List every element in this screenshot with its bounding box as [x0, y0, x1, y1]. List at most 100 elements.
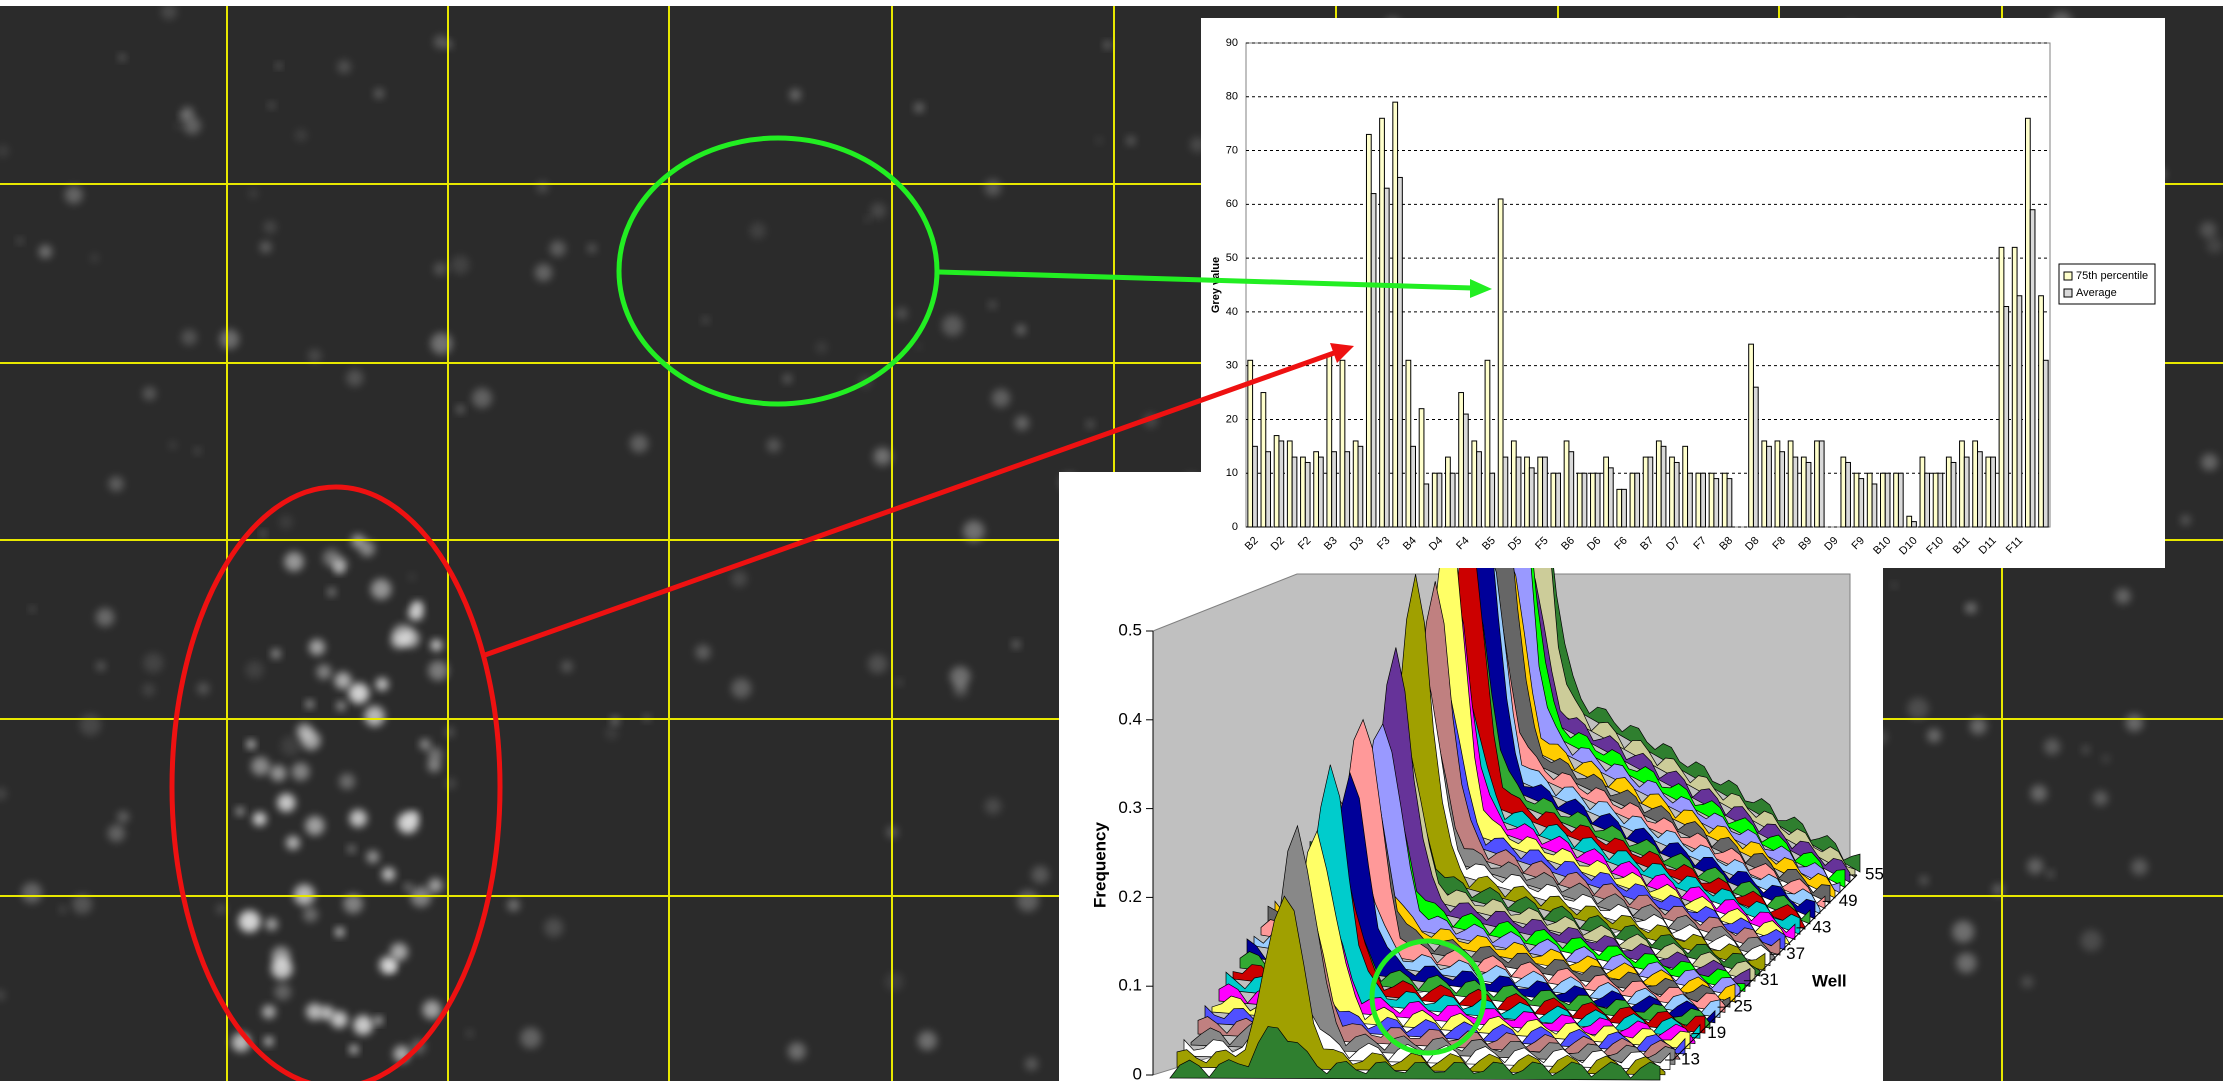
spot	[268, 102, 275, 109]
spot	[1012, 640, 1020, 648]
bar	[1894, 473, 1899, 527]
bar	[1767, 446, 1772, 527]
bar	[1819, 441, 1824, 527]
figure: Frequency Well 00.10.20.30.40.5131925313…	[0, 0, 2223, 1081]
bar	[1485, 360, 1490, 527]
y-tick-label: 90	[1226, 37, 1238, 49]
bar	[1538, 457, 1543, 527]
bar	[1551, 473, 1556, 527]
spot	[216, 904, 226, 914]
page: {"chart_data": [ {"type": "bar", "ylabel…	[0, 0, 2223, 1081]
bar	[1670, 457, 1675, 527]
spot	[2180, 515, 2190, 525]
bar	[1582, 473, 1587, 527]
bar	[1490, 473, 1495, 527]
bar	[1305, 462, 1310, 527]
spot	[272, 947, 291, 966]
bar	[1806, 462, 1811, 527]
bar	[1266, 452, 1271, 527]
bar	[1648, 457, 1653, 527]
bar	[1656, 441, 1661, 527]
z-tick-label: 37	[1786, 944, 1805, 963]
bar	[1529, 468, 1534, 527]
spot	[22, 883, 43, 904]
bar	[1854, 473, 1859, 527]
spot	[431, 639, 443, 651]
bar	[1727, 479, 1732, 527]
spot	[950, 666, 970, 686]
bar	[1714, 479, 1719, 527]
spot	[2081, 930, 2102, 951]
spot	[371, 579, 391, 599]
spot	[1017, 890, 1039, 912]
bar	[1314, 452, 1319, 527]
bar	[2012, 247, 2017, 527]
bar	[1753, 387, 1758, 527]
bar	[1793, 457, 1798, 527]
bar	[1446, 457, 1451, 527]
spot	[428, 878, 442, 892]
spot	[392, 624, 413, 645]
bar	[1261, 393, 1266, 527]
spot	[1965, 604, 1974, 613]
spot	[2044, 739, 2060, 755]
spot	[337, 60, 351, 74]
bar	[1327, 355, 1332, 527]
spot	[963, 520, 984, 541]
spot	[169, 441, 177, 449]
spot	[374, 88, 384, 98]
bar	[1292, 457, 1297, 527]
spot	[274, 983, 291, 1000]
spot	[428, 661, 448, 681]
spot	[334, 672, 351, 689]
spot	[537, 181, 549, 193]
spot	[335, 927, 345, 937]
spot	[117, 811, 129, 823]
spot	[431, 333, 453, 355]
bar	[1920, 457, 1925, 527]
spot	[788, 1042, 806, 1060]
bar	[2017, 296, 2022, 527]
spot	[142, 683, 155, 696]
spot	[284, 552, 303, 571]
spot	[2102, 754, 2111, 763]
spot	[561, 661, 573, 673]
spot	[39, 245, 52, 258]
bar	[1630, 473, 1635, 527]
bar	[1885, 473, 1890, 527]
spot	[305, 816, 324, 835]
bar	[1815, 441, 1820, 527]
y-tick-label: 80	[1226, 91, 1238, 103]
bar	[1287, 441, 1292, 527]
y-tick-label: 20	[1226, 413, 1238, 425]
spot	[351, 534, 365, 548]
spot	[434, 262, 447, 275]
bar	[1762, 441, 1767, 527]
spot	[605, 726, 618, 739]
bar	[2039, 296, 2044, 527]
spot	[181, 107, 194, 120]
spot	[335, 565, 344, 574]
spot	[914, 103, 924, 113]
spot	[248, 189, 258, 199]
bar	[1749, 344, 1754, 527]
bar	[2025, 118, 2030, 527]
bar	[1978, 452, 1983, 527]
bar	[1622, 489, 1627, 527]
spot	[404, 883, 412, 891]
spot	[472, 388, 492, 408]
y-axis-label: Frequency	[1090, 821, 1109, 908]
spot	[873, 447, 892, 466]
y-axis-label: Grey value	[1210, 257, 1222, 313]
spot	[408, 606, 423, 621]
spot	[251, 757, 270, 776]
spot	[2131, 859, 2148, 876]
spot	[750, 223, 766, 239]
bar	[1380, 118, 1385, 527]
bar	[1345, 452, 1350, 527]
spot	[1015, 416, 1030, 431]
spot	[1126, 136, 1135, 145]
spot	[1031, 866, 1049, 884]
spot	[364, 706, 384, 726]
bar	[1463, 414, 1468, 527]
